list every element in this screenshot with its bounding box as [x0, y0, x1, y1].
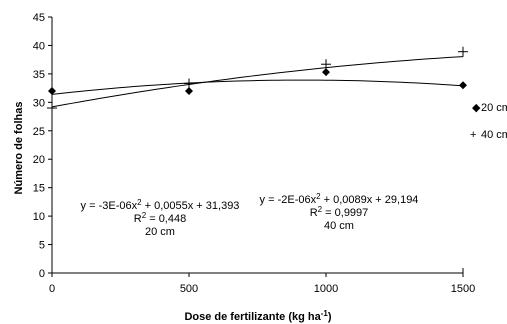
label-20cm: 20 cm: [145, 226, 175, 238]
y-tick-label: 10: [33, 211, 45, 223]
x-axis-title-main: Dose de fertilizante (kg ha: [184, 311, 321, 323]
data-point-20cm: [48, 86, 56, 95]
equation-20cm-post: + 0,0055x + 31,393: [142, 200, 240, 212]
equation-20cm: y = -3E-06x2 + 0,0055x + 31,393: [81, 198, 240, 212]
equation-40cm-sup: 2: [316, 192, 321, 201]
y-tick-label: 0: [39, 268, 45, 280]
trendline-20cm: [51, 79, 464, 95]
data-point-40cm: [47, 103, 57, 114]
x-axis-title-sup: -1: [321, 309, 329, 318]
equation-20cm-pre: y = -3E-06x: [81, 200, 138, 212]
legend-label-20cm: 20 cm: [481, 102, 507, 114]
r2-40cm-pre: R: [310, 207, 318, 219]
x-tick-group: 0 500 1000 1500: [49, 273, 475, 295]
y-tick-label: 45: [33, 12, 45, 24]
legend-label-40cm: 40 cm: [481, 129, 507, 141]
r2-40cm-sup: 2: [318, 205, 323, 214]
y-axis-title: Número de folhas: [13, 102, 25, 195]
x-tick-label: 500: [180, 283, 198, 295]
legend-marker-40cm: +: [470, 129, 476, 141]
data-point-40cm: [458, 46, 468, 57]
data-point-40cm: [321, 59, 331, 70]
legend: ◆ 20 cm + 40 cm: [470, 102, 507, 141]
y-tick-label: 15: [33, 183, 45, 195]
r2-20cm-sup: 2: [142, 211, 147, 220]
x-tick-label: 0: [49, 283, 55, 295]
r2-20cm: R2 = 0,448: [134, 211, 186, 225]
data-point-20cm: [185, 86, 193, 95]
y-tick-label: 30: [33, 97, 45, 109]
data-points-group: [47, 46, 468, 114]
equation-40cm-pre: y = -2E-06x: [260, 194, 317, 206]
x-axis-title: Dose de fertilizante (kg ha-1): [184, 309, 331, 323]
legend-marker-20cm: ◆: [472, 102, 481, 114]
trendline-40cm: [51, 56, 464, 108]
equation-40cm-post: + 0,0089x + 29,194: [321, 194, 419, 206]
r2-40cm: R2 = 0,9997: [310, 205, 369, 219]
y-tick-group: 0 5 10 15 20 25 30 35 40 45: [33, 12, 52, 280]
y-tick-label: 20: [33, 154, 45, 166]
equation-20cm-sup: 2: [137, 198, 142, 207]
r2-40cm-post: = 0,9997: [322, 207, 368, 219]
y-tick-label: 25: [33, 126, 45, 138]
y-tick-label: 5: [39, 240, 45, 252]
x-tick-label: 1000: [314, 283, 338, 295]
r2-20cm-pre: R: [134, 213, 142, 225]
data-point-40cm: [184, 78, 194, 89]
x-tick-label: 1500: [451, 283, 475, 295]
x-axis-title-end: ): [328, 311, 332, 323]
data-point-20cm: [322, 68, 330, 77]
y-tick-label: 35: [33, 69, 45, 81]
equation-40cm: y = -2E-06x2 + 0,0089x + 29,194: [260, 192, 419, 206]
y-tick-label: 40: [33, 40, 45, 52]
label-40cm: 40 cm: [324, 220, 354, 232]
data-point-20cm: [459, 81, 467, 90]
r2-20cm-post: = 0,448: [146, 213, 186, 225]
